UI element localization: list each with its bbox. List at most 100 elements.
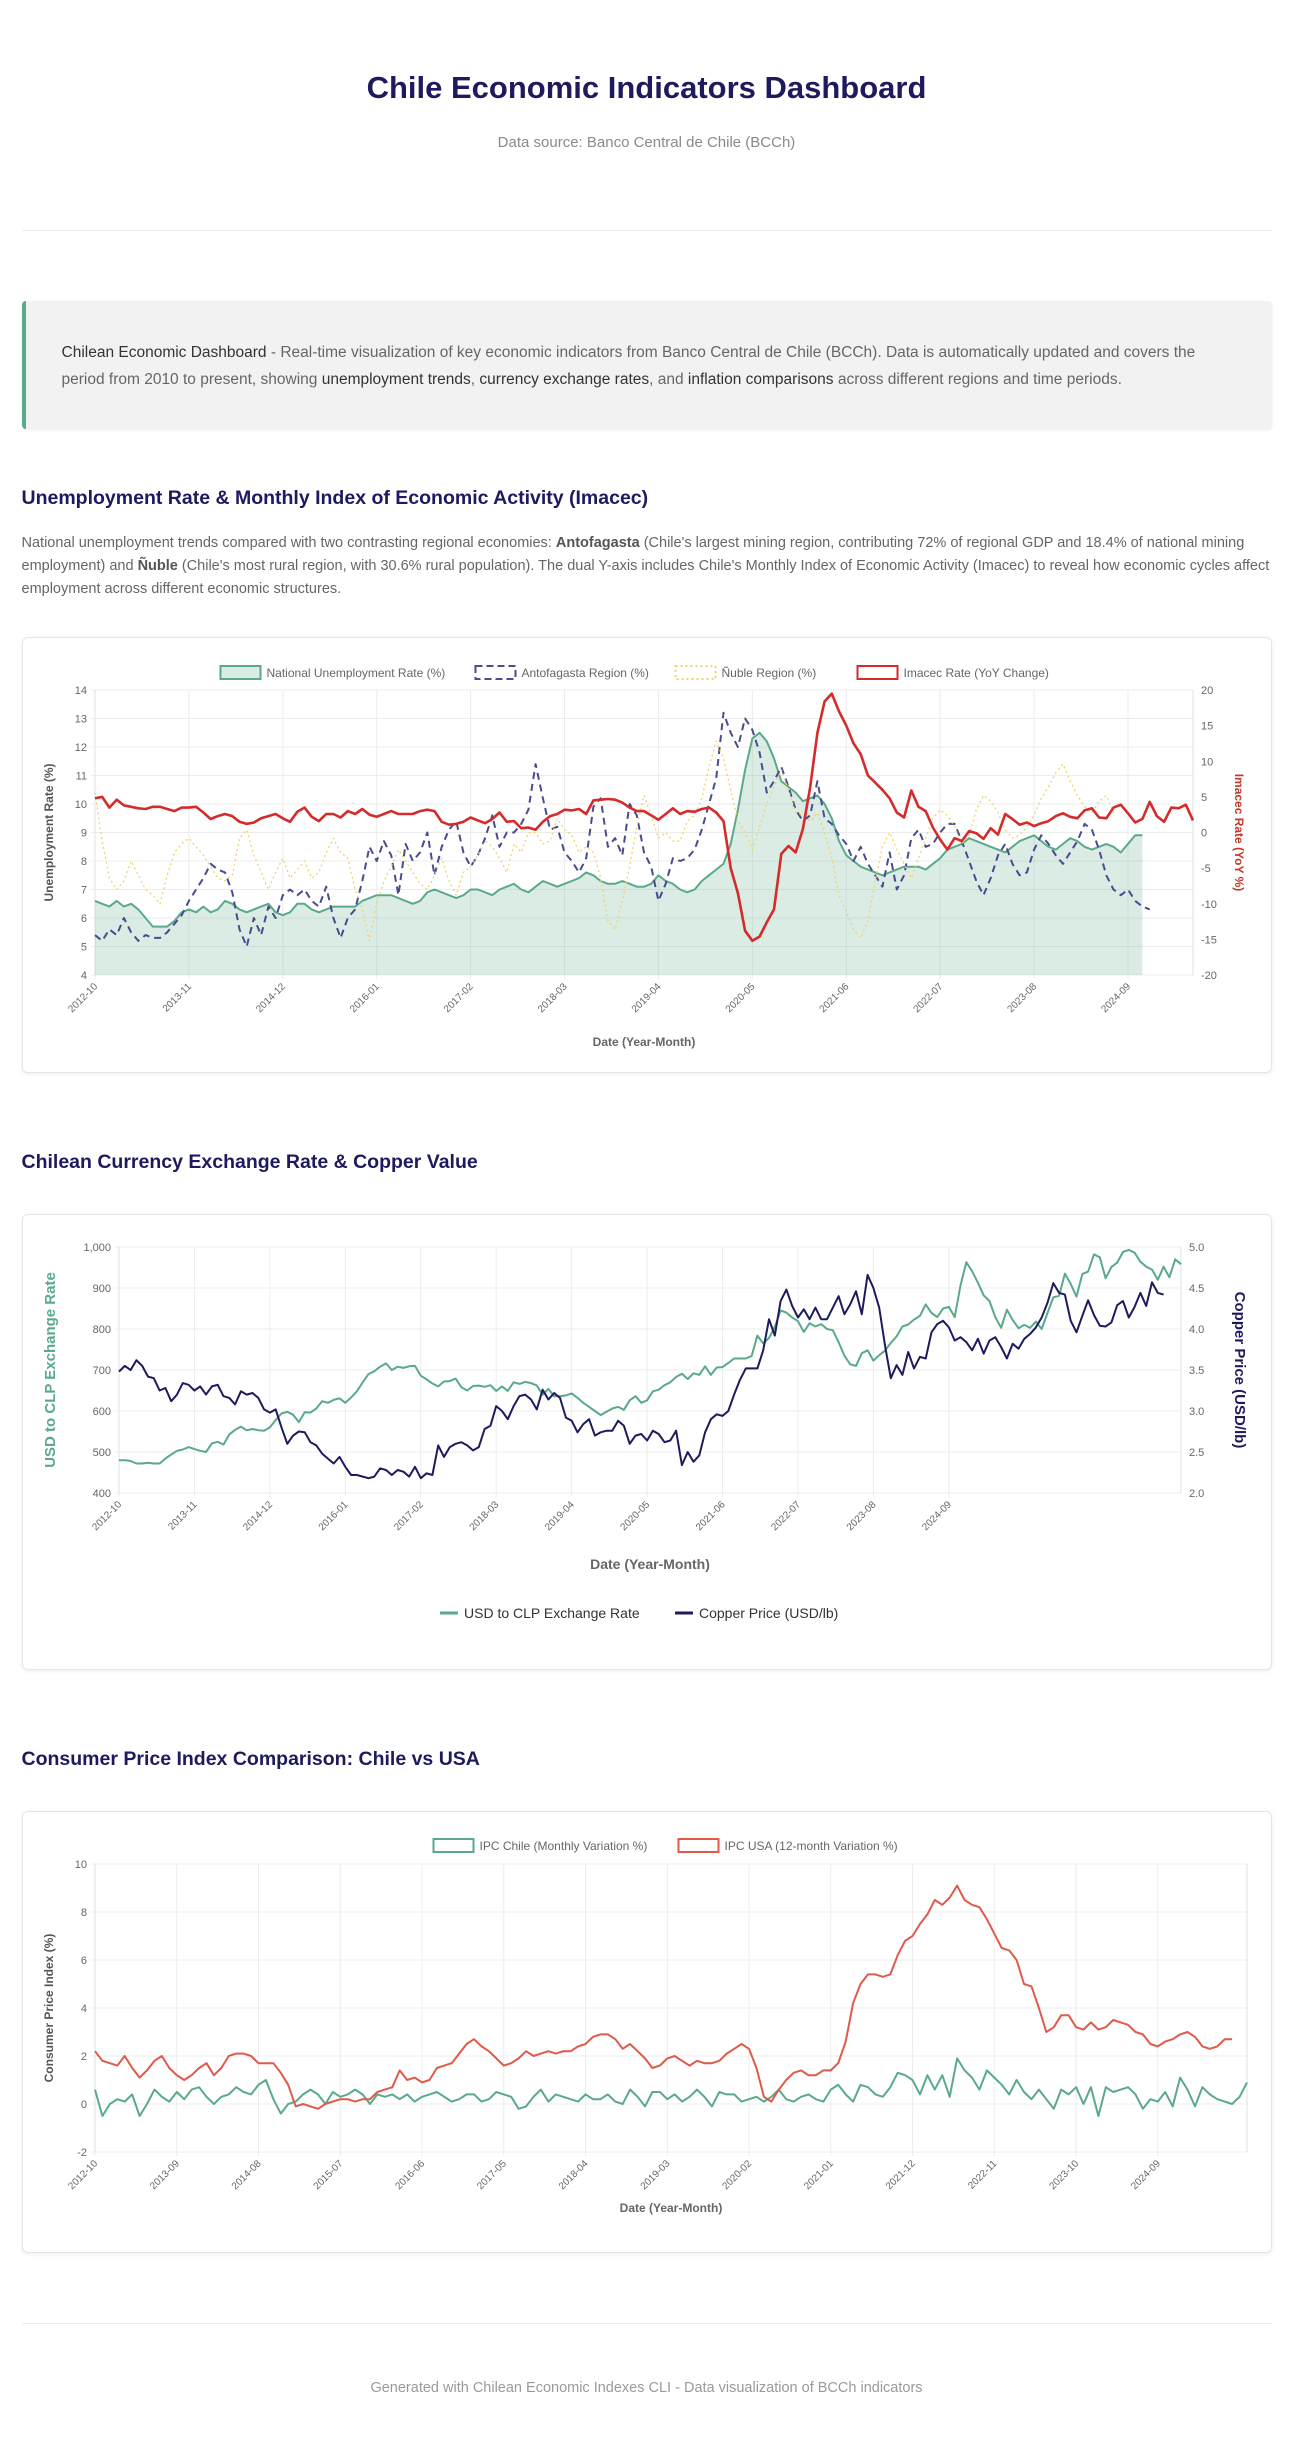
x-tick-label: 2016-06 (393, 2158, 427, 2192)
series-line-0 (94, 731, 1142, 928)
x-tick-label: 2020-02 (720, 2158, 754, 2192)
x-tick-label: 2022-07 (911, 981, 945, 1015)
x-tick-label: 2024-09 (1099, 981, 1133, 1015)
x-tick-label: 2019-04 (543, 1499, 577, 1533)
desc-part: (Chile's largest mining region, contribu… (21, 535, 1245, 574)
intro-text-2: across different regions and time period… (833, 371, 1122, 388)
y-tick-label: 9 (80, 828, 86, 840)
intro-highlight-inflation: inflation comparisons (687, 371, 834, 388)
x-tick-label: 2019-04 (629, 981, 663, 1015)
legend-label: USD to CLP Exchange Rate (464, 1605, 640, 1621)
x-tick-label: 2017-02 (392, 1499, 426, 1533)
y-tick-label: 13 (74, 714, 86, 726)
currency-chart-card: 400 500 600 700 800 900 1,000 2.0 2.5 3.0 3.5 4.0 4.… (21, 1214, 1272, 1670)
y-tick-label: 500 (92, 1447, 110, 1459)
x-tick-label: 2013-11 (166, 1499, 200, 1533)
intro-sep-1: , (470, 371, 480, 388)
footer-text: Generated with Chilean Economic Indexes … (370, 2380, 923, 2396)
cpi-chart-card: -2 0 2 4 6 8 10 2012-10 2013-09 2014-08 2015-07 201… (21, 1811, 1272, 2253)
legend-swatch (474, 665, 516, 680)
y-tick-label: 10 (74, 799, 86, 811)
y-tick-label: 400 (92, 1488, 110, 1500)
x-tick-label: 2018-03 (535, 981, 569, 1015)
desc-nuble: Ñuble (137, 558, 178, 574)
x-tick-label: 2012-10 (90, 1499, 124, 1533)
series-line-0 (93, 2057, 1248, 2117)
x-tick-label: 2016-01 (348, 981, 382, 1015)
x-tick-label: 2024-09 (1129, 2158, 1163, 2192)
legend-swatch (432, 1838, 474, 1853)
y-axis-title: USD to CLP Exchange Rate (42, 1272, 59, 1468)
legend-label: Copper Price (USD/lb) (699, 1605, 838, 1621)
series-area-0 (94, 732, 1142, 975)
x-tick-label: 2024-09 (920, 1499, 954, 1533)
legend-item-2: Ñuble Region (%) (674, 665, 816, 680)
x-tick-label: 2023-08 (844, 1499, 878, 1533)
x-tick-label: 2013-11 (160, 981, 194, 1015)
desc-part: National unemployment trends compared wi… (21, 535, 556, 551)
series-line-3 (94, 692, 1194, 943)
x-tick-label: 2023-08 (1005, 981, 1039, 1015)
intro-panel: Chilean Economic Dashboard - Real-time v… (21, 301, 1272, 429)
legend-item-3: Imacec Rate (YoY Change) (856, 665, 1048, 680)
intro-highlight-currency: currency exchange rates (479, 371, 650, 388)
legend-label: IPC USA (12-month Variation %) (724, 1839, 897, 1853)
y2-tick-label: 5.0 (1189, 1242, 1204, 1254)
y-tick-label: 6 (80, 913, 86, 925)
legend-item-1: IPC USA (12-month Variation %) (677, 1838, 897, 1853)
legend-label: IPC Chile (Monthly Variation %) (479, 1839, 647, 1853)
y2-tick-label: 15 (1201, 721, 1213, 733)
y2-tick-label: -15 (1201, 934, 1217, 946)
legend-swatch (219, 665, 261, 680)
y2-tick-label: -5 (1201, 863, 1211, 875)
x-tick-label: 2014-12 (254, 981, 288, 1015)
x-tick-label: 2015-07 (311, 2158, 345, 2192)
x-tick-label: 2014-08 (229, 2158, 263, 2192)
y-tick-label: 800 (92, 1324, 110, 1336)
desc-part: (Chile's most rural region, with 30.6% r… (21, 558, 1270, 597)
y2-tick-label: 5 (1201, 792, 1207, 804)
y-tick-label: -2 (77, 2147, 87, 2159)
y-tick-label: 6 (80, 1955, 86, 1967)
x-tick-label: 2021-01 (802, 2158, 836, 2192)
page-title: Chile Economic Indicators Dashboard (366, 70, 927, 105)
y-tick-label: 600 (92, 1406, 110, 1418)
x-tick-label: 2021-06 (817, 981, 851, 1015)
y2-axis-title: Imacec Rate (YoY %) (1232, 774, 1246, 892)
series-line-1 (117, 1273, 1164, 1480)
x-tick-label: 2012-10 (66, 981, 100, 1015)
y-tick-label: 11 (75, 771, 86, 783)
legend-item-0: IPC Chile (Monthly Variation %) (432, 1838, 647, 1853)
legend-label: National Unemployment Rate (%) (266, 666, 445, 680)
section-title-cpi: Consumer Price Index Comparison: Chile v… (21, 1748, 480, 1770)
y-tick-label: 4 (80, 970, 86, 982)
unemployment-chart: 4 5 6 7 8 9 10 11 12 13 14 -20 -15 -10 -5 0 5 10 15 20 2012-… (42, 665, 1246, 1049)
x-axis-title: Date (Year-Month) (592, 1035, 695, 1049)
y2-tick-label: 10 (1201, 756, 1213, 768)
x-tick-label: 2022-07 (769, 1499, 803, 1533)
x-tick-label: 2019-03 (638, 2158, 672, 2192)
legend-swatch (674, 665, 716, 680)
unemployment-chart-card: 4 5 6 7 8 9 10 11 12 13 14 -20 -15 -10 -5 0 5 10 15 20 2012-… (21, 637, 1272, 1073)
section-description-unemployment: National unemployment trends compared wi… (22, 532, 1272, 601)
x-tick-label: 2016-01 (316, 1499, 350, 1533)
intro-highlight-unemployment: unemployment trends (321, 371, 471, 388)
x-tick-label: 2012-10 (66, 2158, 100, 2192)
legend-label: Imacec Rate (YoY Change) (903, 666, 1048, 680)
intro-lead: Chilean Economic Dashboard (61, 344, 267, 361)
legend-item-0: USD to CLP Exchange Rate (439, 1605, 640, 1621)
section-title-unemployment: Unemployment Rate & Monthly Index of Eco… (21, 487, 649, 509)
series-line-1 (93, 1884, 1232, 2110)
x-tick-label: 2022-11 (966, 2158, 1000, 2192)
data-source: Data source: Banco Central de Chile (BCC… (497, 134, 796, 151)
x-tick-label: 2020-05 (723, 981, 757, 1015)
y2-tick-label: 4.0 (1189, 1324, 1204, 1336)
x-tick-label: 2017-05 (475, 2158, 509, 2192)
series-line-0 (118, 1248, 1182, 1465)
x-tick-label: 2021-12 (883, 2158, 917, 2192)
y2-axis-title: Copper Price (USD/lb) (1231, 1292, 1248, 1449)
legend-item-0: National Unemployment Rate (%) (219, 665, 445, 680)
y2-tick-label: 4.5 (1189, 1283, 1204, 1295)
legend-item-1: Antofagasta Region (%) (474, 665, 648, 680)
y-tick-label: 8 (80, 1907, 86, 1919)
